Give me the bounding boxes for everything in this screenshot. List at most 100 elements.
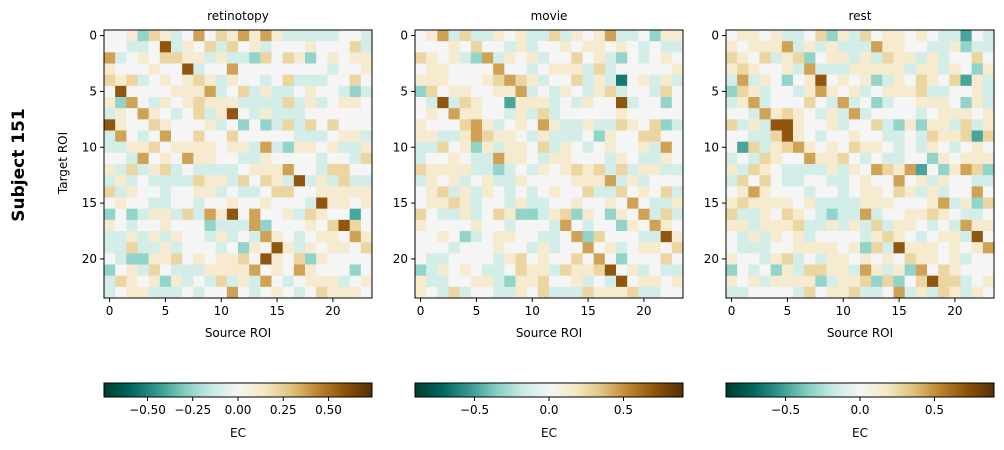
cell-r22-c8 [193,275,205,288]
cell-r5-c0 [104,85,116,98]
cell-r11-c5 [470,152,483,165]
cell-r7-c16 [593,108,606,120]
cell-r14-c8 [504,186,516,198]
cell-r14-c19 [627,186,639,198]
cell-r20-c22 [349,253,362,265]
cell-r12-c14 [260,164,272,176]
cell-r2-c2 [437,52,449,64]
cell-r20-c4 [148,253,161,265]
cell-r17-c5 [159,219,172,232]
cell-r11-c16 [904,152,917,165]
cell-r4-c20 [327,74,339,87]
cell-r8-c20 [638,119,650,131]
cell-r19-c7 [493,242,505,254]
cell-r15-c8 [815,197,827,210]
cell-r1-c20 [327,41,339,53]
cell-r7-c9 [204,108,217,120]
cell-r7-c4 [459,108,472,120]
cell-r11-c5 [159,152,172,165]
cell-r4-c15 [271,74,284,87]
cell-r1-c19 [627,41,639,53]
x-tick-label: 5 [162,304,170,318]
x-axis-label: Source ROI [516,326,582,340]
y-tick-label: 15 [393,196,408,210]
cell-r5-c23 [671,85,684,98]
cell-r16-c23 [671,208,684,221]
cell-r10-c7 [182,141,194,154]
cell-r9-c6 [793,130,805,143]
cell-r19-c6 [482,242,494,254]
cell-r11-c2 [748,152,760,165]
cell-r21-c6 [793,264,805,277]
cell-r7-c8 [815,108,827,120]
cell-r2-c15 [582,52,595,64]
cell-r18-c10 [526,231,539,243]
cell-r19-c6 [171,242,183,254]
cell-r21-c8 [504,264,516,277]
cell-r17-c20 [638,219,650,232]
cell-r9-c17 [915,130,928,143]
cell-r9-c14 [882,130,894,143]
cell-r11-c12 [549,152,561,165]
x-tick-label: 5 [473,304,481,318]
cell-r4-c17 [293,74,306,87]
cell-r23-c8 [504,286,516,299]
cell-r13-c15 [582,175,595,187]
cell-r9-c22 [660,130,673,143]
cell-r8-c3 [448,119,461,131]
cell-r10-c23 [982,141,995,154]
cell-r19-c2 [748,242,760,254]
cell-r7-c9 [515,108,528,120]
cell-r19-c21 [960,242,973,254]
y-tick-label: 0 [400,29,408,43]
cell-r13-c16 [593,175,606,187]
cell-r5-c10 [215,85,228,98]
cell-r11-c1 [115,152,127,165]
cell-r18-c21 [338,231,351,243]
cell-r8-c22 [971,119,984,131]
cell-r1-c10 [215,41,228,53]
cell-r12-c22 [660,164,673,176]
cell-r19-c20 [638,242,650,254]
cell-r3-c15 [893,63,906,76]
cell-r7-c14 [882,108,894,120]
cell-r20-c0 [726,253,738,265]
cell-r18-c12 [860,231,872,243]
cell-r22-c0 [104,275,116,288]
cell-r19-c16 [282,242,295,254]
cell-r4-c19 [316,74,328,87]
cell-r13-c1 [737,175,749,187]
cell-r13-c5 [781,175,794,187]
cell-r17-c17 [604,219,617,232]
cell-r17-c2 [126,219,138,232]
cell-r16-c17 [604,208,617,221]
cell-r21-c10 [215,264,228,277]
cell-r12-c6 [793,164,805,176]
cell-r6-c22 [660,97,673,109]
cell-r16-c7 [182,208,194,221]
cell-r1-c1 [426,41,438,53]
cell-r13-c11 [848,175,861,187]
cell-r7-c3 [448,108,461,120]
cell-r15-c17 [293,197,306,210]
cell-r3-c5 [159,63,172,76]
cell-r9-c15 [271,130,284,143]
cell-r3-c9 [826,63,839,76]
cell-r12-c14 [571,164,583,176]
cell-r7-c14 [260,108,272,120]
cell-r13-c10 [837,175,850,187]
cell-r1-c5 [159,41,172,53]
cell-r10-c21 [338,141,351,154]
cell-r10-c23 [360,141,373,154]
cell-r20-c6 [793,253,805,265]
cell-r1-c8 [815,41,827,53]
cell-r3-c7 [493,63,505,76]
cell-r14-c5 [470,186,483,198]
cell-r5-c10 [837,85,850,98]
axes-frame [103,29,373,299]
cell-r11-c8 [815,152,827,165]
cell-r5-c18 [616,85,628,98]
cell-r13-c8 [815,175,827,187]
cell-r18-c23 [671,231,684,243]
cell-r8-c10 [526,119,539,131]
